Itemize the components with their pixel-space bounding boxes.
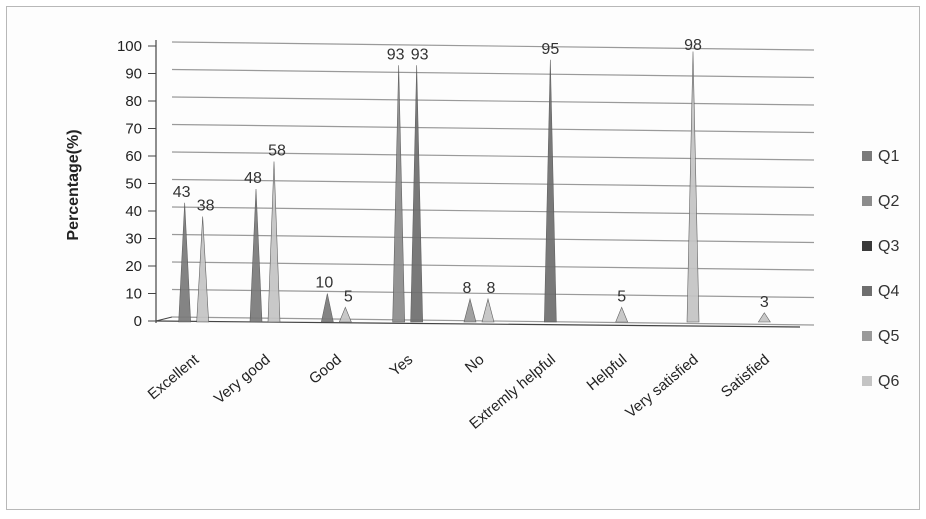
bar-q4-3 (410, 65, 423, 323)
gridline (171, 178, 815, 189)
bars (178, 51, 771, 323)
legend-swatch (862, 286, 872, 296)
floor-edge (155, 316, 173, 322)
bar-q6-7 (686, 51, 700, 323)
data-label: 10 (315, 275, 333, 292)
bar-q5-4 (463, 297, 477, 323)
bar-q1-0 (178, 202, 191, 323)
x-axis-line (155, 320, 801, 328)
legend-label: Q5 (878, 328, 899, 345)
x-category-label: Excellent (145, 351, 203, 404)
legend: Q1 Q2 Q3 Q4 Q5 Q6 (862, 148, 899, 390)
bar-q1-1 (249, 188, 263, 323)
x-category-label: Yes (387, 351, 417, 380)
x-category-label: Good (306, 351, 345, 388)
data-label: 93 (387, 46, 405, 63)
data-label: 43 (173, 184, 191, 201)
bar-q6-8 (757, 312, 771, 323)
legend-label: Q6 (878, 373, 899, 390)
data-label: 38 (197, 198, 215, 215)
bar-q2-3 (392, 65, 405, 323)
legend-swatch (862, 151, 872, 161)
y-axis-label: Percentage(%) (65, 129, 82, 240)
bar-q6-6 (615, 306, 629, 323)
data-label: 48 (244, 170, 262, 187)
bar-q6-2 (338, 306, 352, 323)
bar-q6-4 (481, 297, 495, 323)
axes (155, 40, 801, 328)
legend-label: Q4 (878, 283, 899, 300)
x-category-label: No (462, 351, 488, 376)
legend-swatch (862, 376, 872, 386)
x-category-label: Satisfied (718, 351, 773, 401)
y-tick-label: 90 (125, 66, 142, 83)
gridline (171, 261, 815, 271)
gridline (171, 151, 815, 161)
y-tick-label: 20 (125, 258, 142, 275)
y-tick-label: 60 (125, 148, 142, 165)
legend-label: Q1 (878, 148, 899, 165)
data-label: 3 (760, 294, 769, 311)
x-category-label: Helpful (584, 351, 631, 394)
bar-q1-2 (320, 293, 334, 323)
legend-label: Q2 (878, 193, 899, 210)
data-label: 98 (684, 37, 702, 54)
legend-swatch (862, 241, 872, 251)
y-tick-label: 10 (125, 286, 142, 303)
bar-q4-5 (544, 59, 557, 323)
y-ticks: 0 10 20 30 40 50 60 70 80 90 100 (117, 38, 156, 330)
y-tick-label: 70 (125, 121, 142, 138)
bar-q6-1 (267, 161, 281, 323)
data-label: 95 (541, 41, 559, 58)
data-label: 8 (463, 280, 472, 297)
data-labels: 43 38 48 58 10 5 93 93 8 8 95 5 98 3 (173, 37, 769, 311)
bar-q6-0 (196, 216, 209, 323)
legend-swatch (862, 196, 872, 206)
legend-label: Q3 (878, 238, 899, 255)
gridline (171, 123, 815, 134)
y-tick-label: 50 (125, 176, 142, 193)
data-label: 93 (411, 46, 429, 63)
x-category-label: Very good (211, 351, 274, 407)
gridline (171, 233, 815, 244)
y-tick-label: 0 (134, 313, 142, 330)
legend-swatch (862, 331, 872, 341)
y-tick-label: 80 (125, 93, 142, 110)
data-label: 5 (344, 288, 353, 305)
y-tick-label: 100 (117, 38, 142, 55)
gridline (171, 96, 815, 106)
data-label: 5 (617, 288, 626, 305)
gridline (171, 68, 815, 79)
gridline (171, 41, 815, 51)
data-label: 8 (487, 280, 496, 297)
gridline (171, 206, 815, 216)
y-tick-label: 40 (125, 203, 142, 220)
x-category-label: Very satisfied (622, 351, 701, 421)
y-tick-label: 30 (125, 231, 142, 248)
data-label: 58 (268, 143, 286, 160)
chart-frame (6, 6, 920, 510)
